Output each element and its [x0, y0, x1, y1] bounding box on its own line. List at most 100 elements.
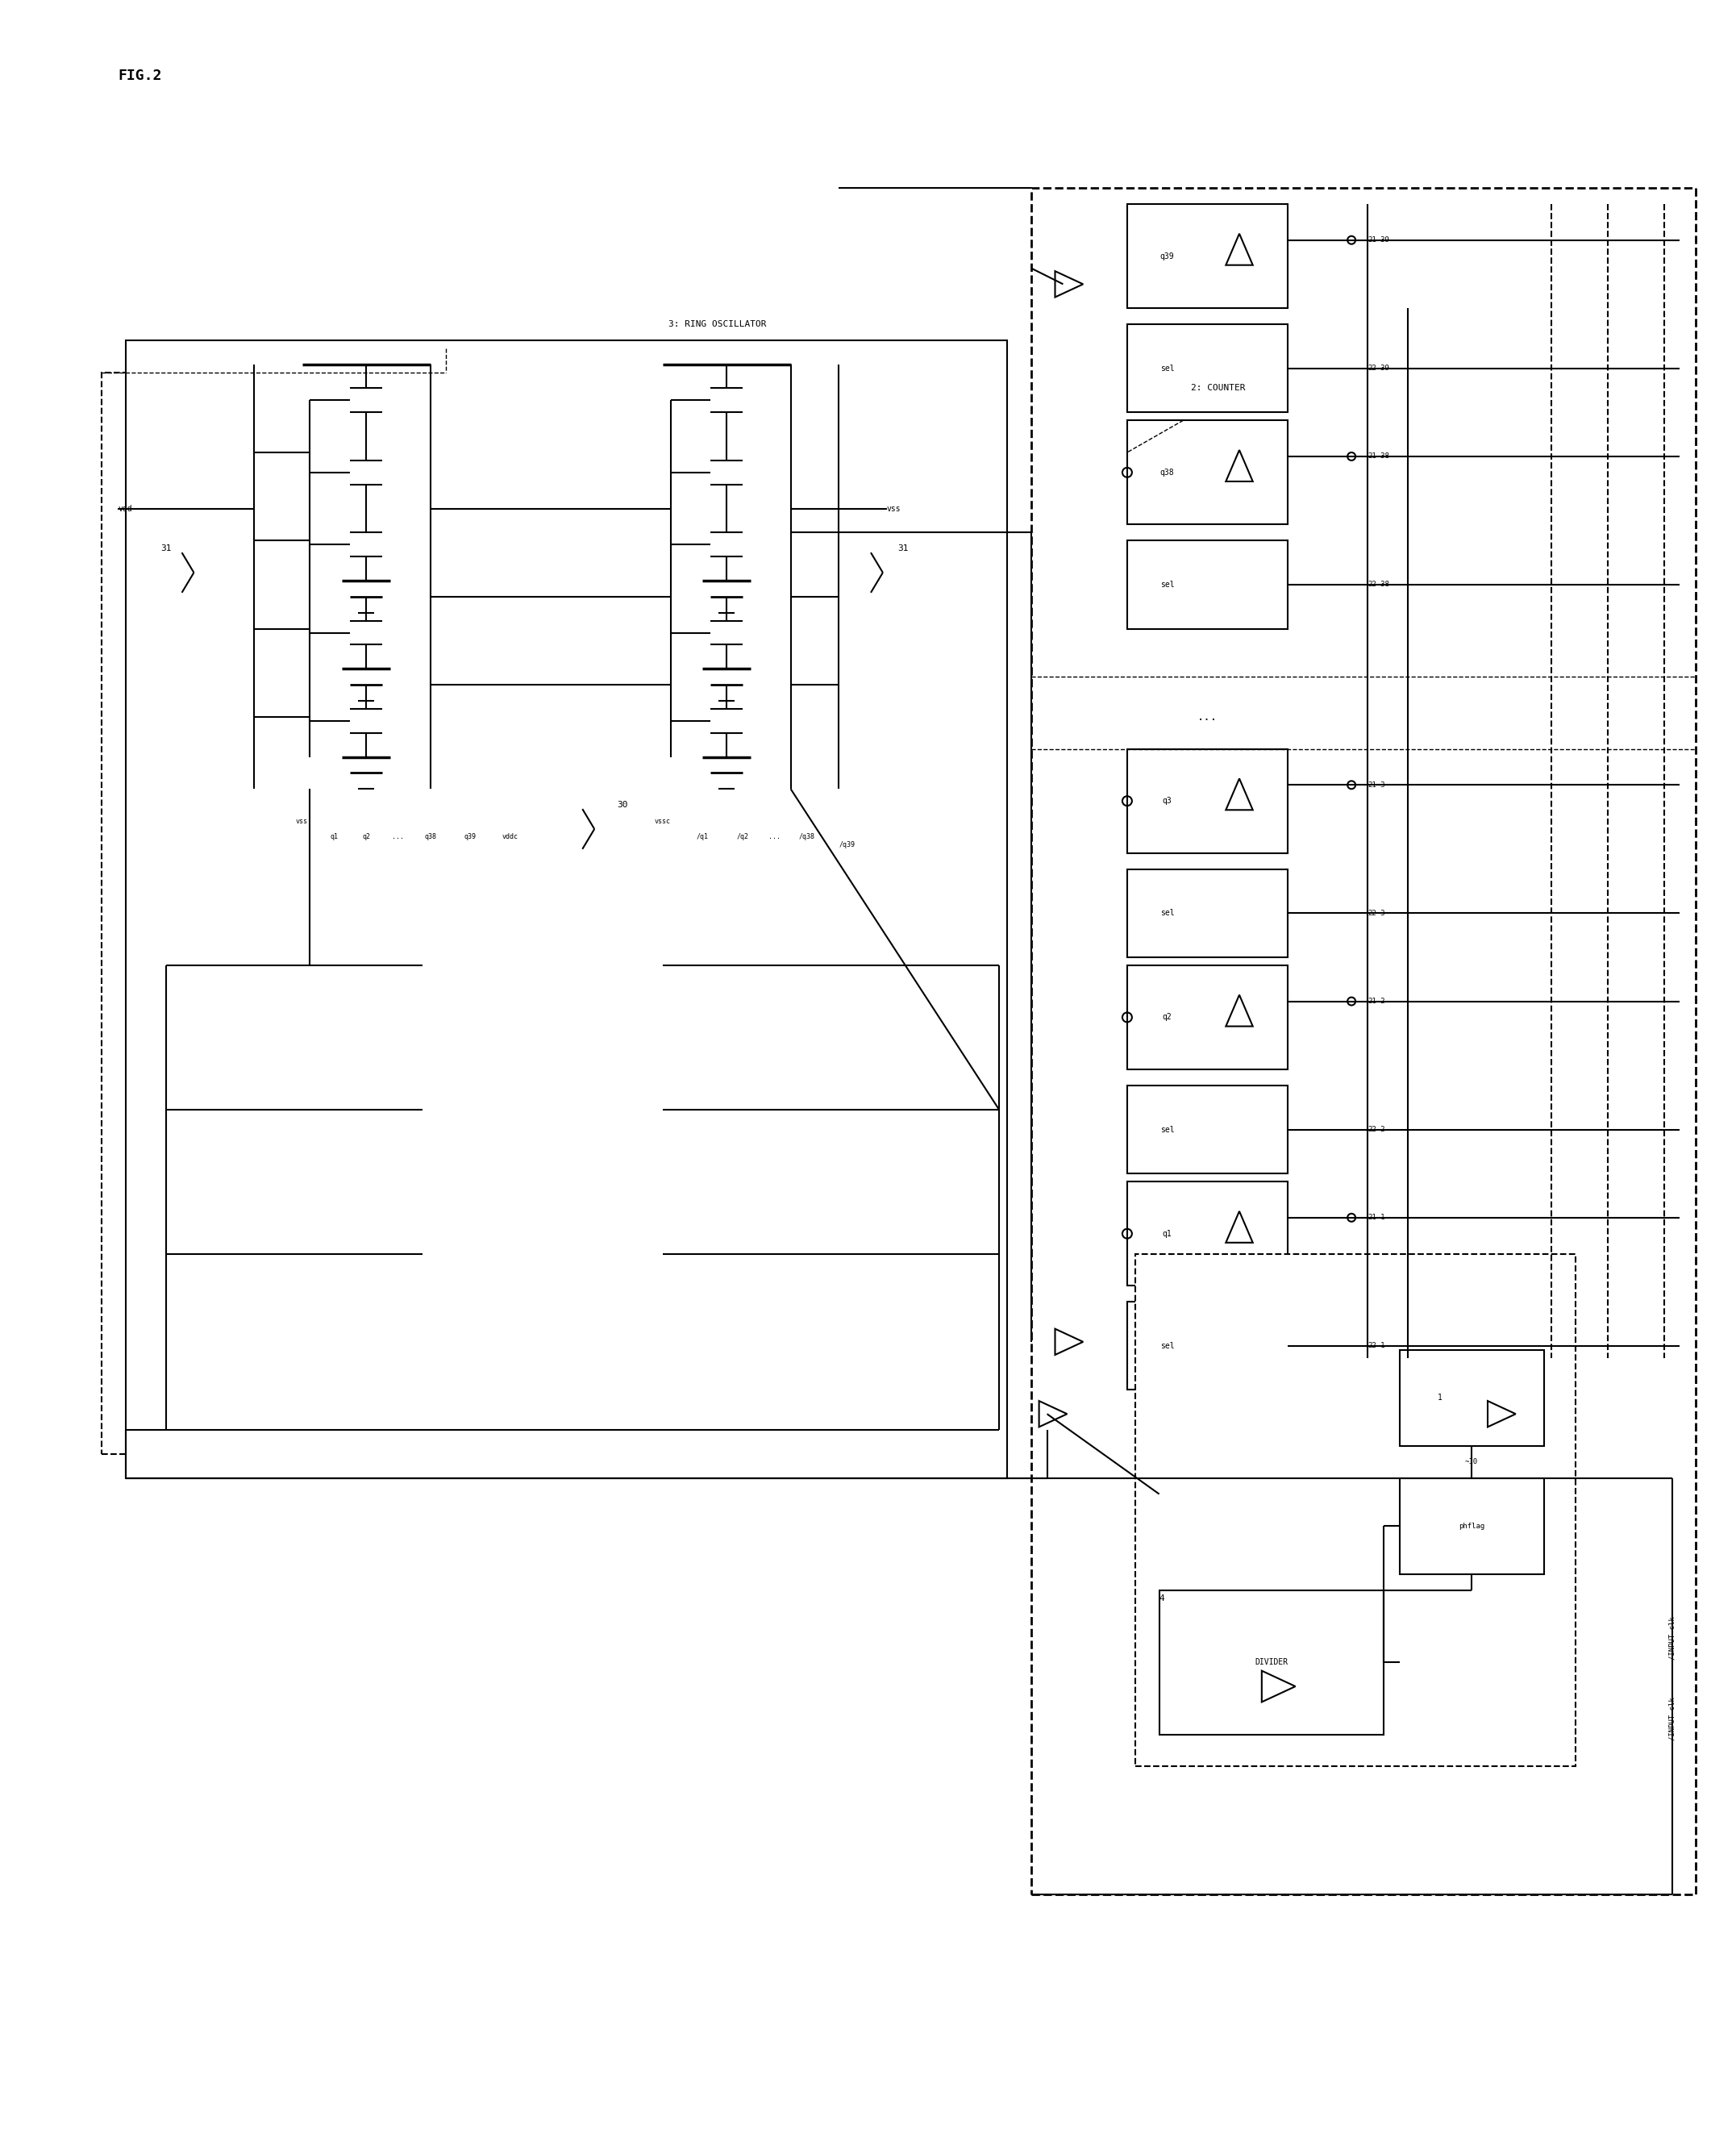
Polygon shape: [1055, 1328, 1083, 1356]
Text: DIVIDER: DIVIDER: [1255, 1658, 1288, 1666]
Circle shape: [363, 681, 370, 690]
Text: /q2: /q2: [736, 833, 748, 840]
Bar: [1031, 188, 1696, 1896]
Text: 22-38: 22-38: [1368, 580, 1389, 589]
Bar: [1160, 1589, 1384, 1735]
Text: /q1: /q1: [696, 833, 708, 840]
Text: ~10: ~10: [1465, 1459, 1477, 1465]
Bar: [1399, 1478, 1543, 1574]
Text: 31: 31: [898, 544, 908, 553]
Text: q3: q3: [1163, 797, 1172, 805]
Text: 22-1: 22-1: [1368, 1343, 1385, 1349]
Text: /INPUT clk: /INPUT clk: [1668, 1696, 1675, 1739]
Bar: [1399, 1349, 1543, 1446]
Text: q2: q2: [1163, 1013, 1172, 1022]
Bar: [1127, 1086, 1288, 1174]
Text: vss: vss: [887, 506, 901, 512]
Circle shape: [307, 630, 312, 636]
Circle shape: [427, 362, 434, 368]
Text: 30: 30: [616, 801, 628, 810]
Circle shape: [786, 529, 795, 536]
Circle shape: [658, 1105, 667, 1114]
Bar: [1127, 966, 1288, 1069]
Bar: [1127, 203, 1288, 308]
Text: sel: sel: [1160, 1125, 1174, 1133]
Bar: [1127, 750, 1288, 853]
Circle shape: [667, 718, 674, 724]
Text: 21-2: 21-2: [1368, 998, 1385, 1005]
Circle shape: [427, 456, 434, 463]
Polygon shape: [1055, 272, 1083, 298]
Circle shape: [307, 396, 312, 403]
Circle shape: [658, 962, 667, 968]
Circle shape: [418, 962, 425, 968]
Text: q2: q2: [363, 833, 370, 840]
Text: ...: ...: [769, 833, 781, 840]
Circle shape: [307, 718, 312, 724]
Circle shape: [667, 630, 674, 636]
Circle shape: [363, 506, 370, 512]
Polygon shape: [1488, 1401, 1516, 1427]
Polygon shape: [1040, 1401, 1068, 1427]
Circle shape: [722, 506, 731, 512]
Text: q39: q39: [1160, 253, 1174, 259]
Text: ...: ...: [1198, 711, 1217, 722]
Text: 1: 1: [1437, 1394, 1443, 1403]
Text: q38: q38: [424, 833, 436, 840]
Text: 4: 4: [1160, 1594, 1165, 1602]
Text: 2: COUNTER: 2: COUNTER: [1191, 383, 1246, 392]
Circle shape: [363, 506, 370, 512]
Text: FIG.2: FIG.2: [118, 69, 161, 84]
Text: 22-2: 22-2: [1368, 1127, 1385, 1133]
Text: q38: q38: [1160, 469, 1174, 476]
Text: q1: q1: [1163, 1230, 1172, 1238]
Text: vss: vss: [295, 818, 307, 825]
Text: 21-1: 21-1: [1368, 1215, 1385, 1221]
Text: 21-3: 21-3: [1368, 782, 1385, 788]
Circle shape: [418, 1249, 425, 1257]
Circle shape: [667, 396, 674, 403]
Bar: [1135, 1253, 1576, 1767]
Text: sel: sel: [1160, 908, 1174, 917]
Text: vssc: vssc: [654, 818, 670, 825]
Text: /INPUT clk: /INPUT clk: [1668, 1617, 1675, 1660]
Text: sel: sel: [1160, 1341, 1174, 1349]
Circle shape: [307, 542, 312, 548]
Circle shape: [722, 506, 731, 512]
Text: 22-39: 22-39: [1368, 364, 1389, 373]
Text: 31: 31: [160, 544, 172, 553]
Text: q1: q1: [330, 833, 339, 840]
Text: 22-3: 22-3: [1368, 910, 1385, 917]
Bar: [1127, 870, 1288, 957]
Text: /q39: /q39: [838, 842, 854, 848]
Polygon shape: [1262, 1671, 1295, 1703]
Text: sel: sel: [1160, 580, 1174, 589]
Text: phflag: phflag: [1458, 1523, 1484, 1529]
Text: q39: q39: [464, 833, 476, 840]
Circle shape: [835, 362, 842, 368]
Bar: [1127, 1182, 1288, 1285]
Circle shape: [667, 542, 674, 548]
Circle shape: [250, 362, 257, 368]
Bar: [1127, 540, 1288, 630]
Bar: [422, 870, 663, 1349]
Circle shape: [667, 469, 674, 476]
Text: /q38: /q38: [799, 833, 814, 840]
Bar: [1127, 1302, 1288, 1390]
Circle shape: [658, 1249, 667, 1257]
Text: 21-38: 21-38: [1368, 452, 1389, 461]
Circle shape: [363, 593, 370, 600]
Bar: [1127, 323, 1288, 413]
Text: vddc: vddc: [502, 833, 519, 840]
Bar: [1127, 420, 1288, 525]
Text: 21-39: 21-39: [1368, 236, 1389, 244]
Bar: [125, 341, 1007, 1478]
Text: 3: RING OSCILLATOR: 3: RING OSCILLATOR: [668, 319, 767, 328]
Circle shape: [722, 681, 731, 690]
Circle shape: [307, 469, 312, 476]
Bar: [102, 373, 998, 1454]
Text: vdd: vdd: [118, 506, 132, 512]
Circle shape: [722, 593, 731, 600]
Circle shape: [418, 1105, 425, 1114]
Text: ...: ...: [392, 833, 404, 840]
